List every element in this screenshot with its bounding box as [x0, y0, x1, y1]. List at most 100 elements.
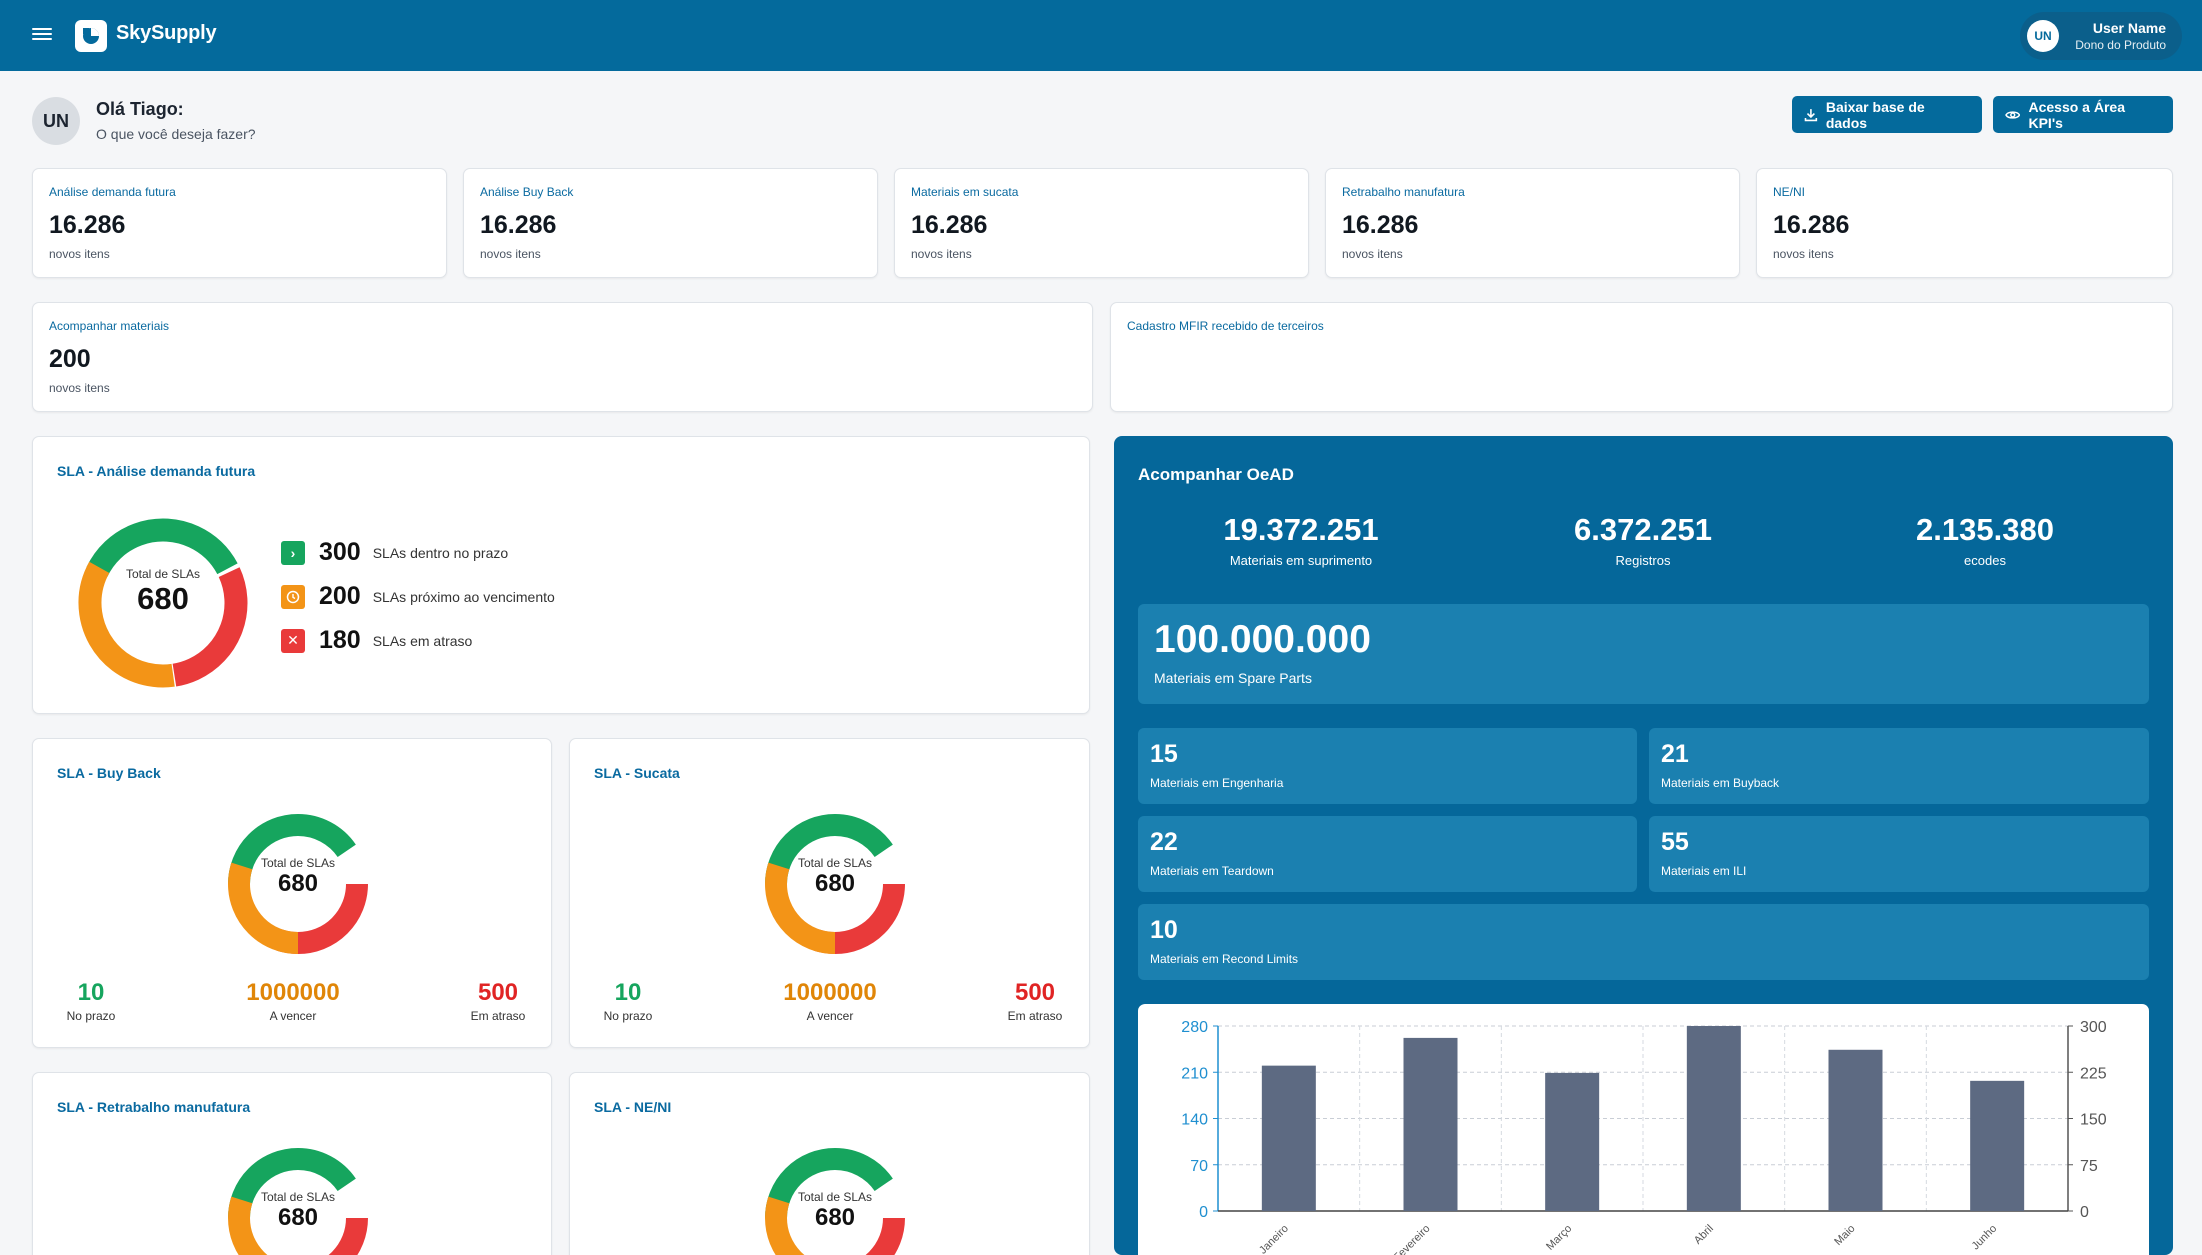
stat-value: 10: [614, 979, 642, 1006]
logo-icon[interactable]: [75, 20, 107, 52]
stat-em-atraso: 500 Em atraso: [990, 979, 1080, 1023]
menu-icon[interactable]: [32, 25, 52, 45]
stat-sub: novos itens: [480, 247, 541, 261]
x-tick-label: Junho: [1970, 1223, 2000, 1253]
stat-value: 500: [477, 979, 519, 1006]
donut-total-label: Total de SLAs: [260, 1190, 336, 1204]
bar: [1828, 1049, 1883, 1211]
donut-center: Total de SLAs 680: [108, 567, 218, 617]
stat-label: Cadastro MFIR recebido de terceiros: [1127, 319, 1324, 333]
stat-label: Acompanhar materiais: [49, 319, 170, 333]
legend-late: ✕ 180 SLAs em atraso: [281, 626, 472, 655]
donut-center: Total de SLAs 680: [780, 856, 890, 898]
donut-segment-orange: [78, 518, 248, 688]
oead-label: Registros: [1615, 553, 1671, 568]
acompanhar-materiais-card[interactable]: Acompanhar materiais 200 novos itens: [32, 302, 1093, 412]
sla-title: SLA - Buy Back: [57, 765, 161, 781]
stat-value: 10: [77, 979, 105, 1006]
eye-icon: [2005, 110, 2021, 119]
teardown-tile[interactable]: 22 Materiais em Teardown: [1138, 816, 1637, 892]
bar: [1970, 1080, 2025, 1211]
stat-label: No prazo: [603, 1009, 653, 1023]
sla-sucata-card: SLA - Sucata Total de SLAs 680 10 No pra…: [569, 738, 1090, 1048]
donut-segment-orange: [765, 1148, 905, 1255]
donut-total-value: 680: [277, 870, 319, 897]
stat-card-retrabalho[interactable]: Retrabalho manufatura 16.286 novos itens: [1325, 168, 1740, 278]
bar-chart: 280 210 140 70 0 300 225 150 75 0 Janeiro Fevereiro…: [1181, 1019, 2107, 1255]
stat-value: 200: [49, 345, 91, 373]
donut-total-value: 680: [814, 870, 856, 897]
stat-a-vencer: 1000000 A vencer: [213, 979, 373, 1023]
kpi-label: Acesso a Área KPI's: [2028, 98, 2125, 131]
stat-card-neni[interactable]: NE/NI 16.286 novos itens: [1756, 168, 2173, 278]
y-right-tick-label: 150: [2080, 1112, 2107, 1129]
tile-label: Materiais em Teardown: [1150, 864, 1274, 878]
legend-text: SLAs próximo ao vencimento: [372, 588, 555, 605]
stat-label: Retrabalho manufatura: [1342, 185, 1465, 199]
y-left-tick-label: 0: [1199, 1204, 1208, 1221]
sla-neni-card: SLA - NE/NI Total de SLAs 680: [569, 1072, 1090, 1255]
chevron-right-icon: ›: [281, 540, 305, 565]
sla-demanda-card: SLA - Análise demanda futura Total de SL…: [32, 436, 1090, 714]
donut-total-label: Total de SLAs: [797, 856, 873, 870]
stat-value: 16.286: [1342, 211, 1419, 239]
materials-bar-chart-card: 280 210 140 70 0 300 225 150 75 0 Janeiro Fevereiro…: [1138, 1004, 2149, 1255]
donut-total-label: Total de SLAs: [797, 1190, 873, 1204]
donut-segment-orange: [765, 814, 905, 954]
sla-title: SLA - Retrabalho manufatura: [57, 1099, 251, 1115]
x-tick-label: Fevereiro: [1391, 1223, 1432, 1255]
stat-card-demanda[interactable]: Análise demanda futura 16.286 novos iten…: [32, 168, 447, 278]
user-role: Dono do Produto: [2075, 38, 2166, 52]
greeting-title: Olá Tiago:: [96, 99, 184, 119]
clock-icon: [281, 584, 305, 609]
stat-label: Em atraso: [470, 1009, 526, 1023]
top-bar: SkySupply UN User Name Dono do Produto: [0, 0, 2202, 71]
stat-label: No prazo: [66, 1009, 116, 1023]
user-menu[interactable]: UN User Name Dono do Produto: [2020, 12, 2182, 60]
sla-title: SLA - NE/NI: [594, 1099, 672, 1115]
oead-label: ecodes: [1964, 553, 2006, 568]
donut-center: Total de SLAs 680: [243, 1190, 353, 1232]
donut-segment-orange: [228, 814, 368, 954]
download-icon: [1804, 108, 1818, 121]
y-left-tick-label: 210: [1181, 1065, 1208, 1082]
legend-text: SLAs em atraso: [372, 632, 473, 649]
engenharia-tile[interactable]: 15 Materiais em Engenharia: [1138, 728, 1637, 804]
stat-sub: novos itens: [1773, 247, 1834, 261]
kpi-area-button[interactable]: Acesso a Área KPI's: [1993, 96, 2173, 133]
stat-value: 1000000: [783, 979, 877, 1006]
donut-segment-red: [765, 1148, 905, 1255]
oead-label: Materiais em suprimento: [1229, 553, 1373, 568]
donut-total-label: Total de SLAs: [260, 856, 336, 870]
cadastro-mfir-card[interactable]: Cadastro MFIR recebido de terceiros: [1110, 302, 2173, 412]
stat-sub: novos itens: [1342, 247, 1403, 261]
tile-label: Materiais em Spare Parts: [1154, 670, 1312, 686]
spare-parts-tile[interactable]: 100.000.000 Materiais em Spare Parts: [1138, 604, 2149, 704]
stat-label: Materiais em sucata: [911, 185, 1019, 199]
donut-total-value: 680: [137, 581, 189, 616]
legend-value: 300: [319, 538, 361, 566]
stat-label: Em atraso: [1007, 1009, 1063, 1023]
bar: [1403, 1037, 1458, 1211]
tile-label: Materiais em ILI: [1661, 864, 1747, 878]
legend-expiring: 200 SLAs próximo ao vencimento: [281, 582, 555, 611]
download-database-button[interactable]: Baixar base de dados: [1792, 96, 1982, 133]
tile-label: Materiais em Buyback: [1661, 776, 1780, 790]
oead-title: Acompanhar OeAD: [1138, 465, 1294, 484]
bar: [1261, 1065, 1316, 1211]
legend-value: 180: [319, 626, 361, 654]
stat-card-buyback[interactable]: Análise Buy Back 16.286 novos itens: [463, 168, 878, 278]
ili-tile[interactable]: 55 Materiais em ILI: [1649, 816, 2149, 892]
greeting-avatar: UN: [32, 97, 80, 145]
oead-ecodes: 2.135.380 ecodes: [1835, 512, 2135, 568]
user-name: User Name: [2092, 20, 2166, 36]
stat-label: NE/NI: [1773, 185, 1806, 199]
y-right-tick-label: 225: [2080, 1065, 2107, 1082]
buyback-tile[interactable]: 21 Materiais em Buyback: [1649, 728, 2149, 804]
download-label: Baixar base de dados: [1825, 98, 1925, 131]
stat-card-sucata[interactable]: Materiais em sucata 16.286 novos itens: [894, 168, 1309, 278]
oead-panel: Acompanhar OeAD 19.372.251 Materiais em …: [1114, 436, 2173, 1255]
recond-limits-tile[interactable]: 10 Materiais em Recond Limits: [1138, 904, 2149, 980]
app-title[interactable]: SkySupply: [116, 22, 217, 44]
y-left-tick-label: 70: [1190, 1158, 1208, 1175]
